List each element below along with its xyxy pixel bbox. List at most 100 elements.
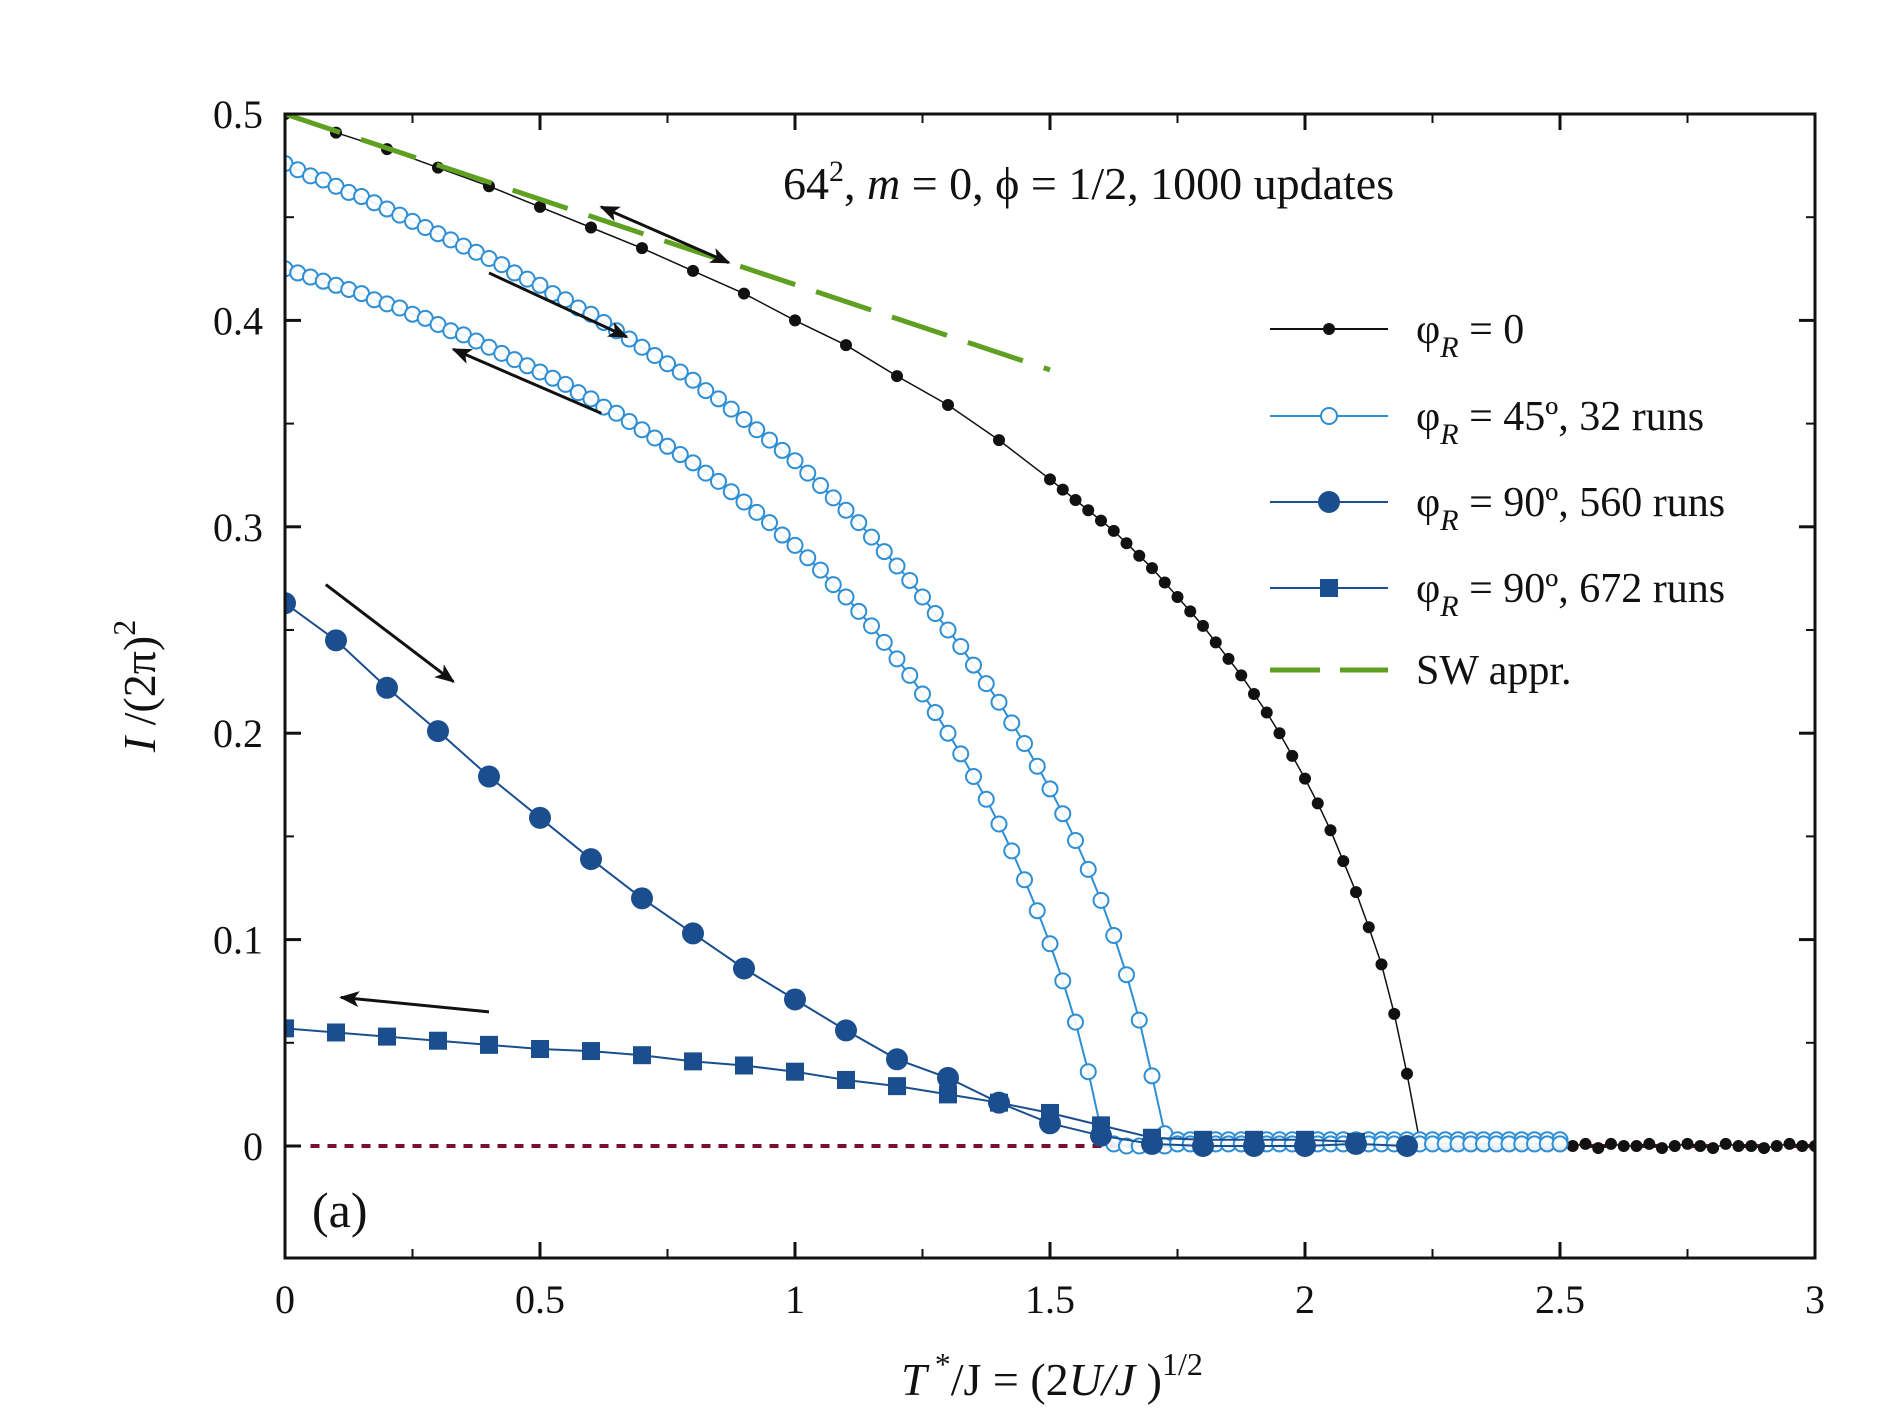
data-point — [863, 617, 880, 635]
data-point — [646, 429, 664, 447]
data-point — [993, 434, 1005, 447]
data-point — [1003, 842, 1021, 860]
series-2 — [285, 260, 1569, 1155]
data-point — [914, 588, 931, 606]
data-point — [824, 489, 842, 507]
data-point — [684, 454, 702, 472]
data-point — [1146, 562, 1158, 575]
data-point — [926, 704, 944, 722]
legend: φR = 0 φR = 45º, 32 runs φR = 90º, 560 r… — [1270, 307, 1725, 694]
data-point — [837, 501, 855, 519]
data-point — [582, 390, 600, 408]
data-point — [1388, 1007, 1401, 1020]
data-point — [977, 675, 995, 693]
series-0 — [285, 114, 1815, 1155]
data-point — [710, 472, 727, 490]
data-point — [1248, 687, 1260, 700]
series-line — [285, 602, 1408, 1147]
data-point — [478, 765, 500, 788]
data-point — [671, 363, 689, 381]
data-point — [1143, 1067, 1161, 1085]
x-tick-label: 0 — [275, 1277, 295, 1322]
svg-text:φR = 45º, 32 runs: φR = 45º, 32 runs — [1416, 394, 1704, 451]
data-point — [531, 276, 549, 294]
data-point — [1041, 935, 1059, 953]
hysteresis-arrow — [488, 271, 629, 339]
legend-entry-sw: SW appr. — [1270, 648, 1572, 694]
data-point — [1105, 926, 1123, 944]
data-point — [1158, 576, 1171, 589]
data-point — [1028, 902, 1046, 920]
data-point — [990, 815, 1008, 833]
data-point — [850, 602, 868, 620]
data-point — [1016, 871, 1033, 889]
data-point — [799, 464, 817, 482]
data-point — [659, 355, 676, 373]
data-point — [812, 561, 829, 579]
data-point — [812, 477, 829, 495]
data-point — [977, 790, 995, 808]
data-point — [1324, 824, 1337, 837]
series-5 — [285, 114, 1051, 373]
data-point — [1551, 1135, 1569, 1153]
data-point — [1681, 1137, 1694, 1150]
data-point — [1082, 504, 1095, 517]
data-point — [1041, 1103, 1059, 1122]
data-point — [888, 557, 906, 575]
data-point — [850, 514, 868, 532]
data-point — [1350, 886, 1362, 899]
data-point — [1044, 473, 1056, 486]
y-tick-label: 0.3 — [213, 505, 263, 550]
legend-entry-phi45: φR = 45º, 32 runs — [1270, 394, 1704, 451]
data-point — [1286, 749, 1299, 762]
data-point — [939, 621, 957, 639]
svg-text:φR = 90º, 672 runs: φR = 90º, 672 runs — [1416, 566, 1725, 623]
data-point — [837, 588, 855, 606]
data-point — [1079, 860, 1097, 878]
data-point — [429, 1031, 447, 1050]
data-point — [773, 526, 791, 544]
y-tick-label: 0 — [243, 1124, 263, 1169]
y-tick-label: 0.1 — [213, 918, 263, 963]
data-point — [888, 1077, 906, 1096]
data-point — [1732, 1140, 1745, 1152]
data-point — [529, 806, 551, 829]
data-point — [1656, 1142, 1668, 1155]
data-point — [1770, 1140, 1783, 1152]
series-line — [285, 1027, 1357, 1143]
data-point — [631, 887, 653, 910]
data-point — [1337, 855, 1350, 868]
data-point — [937, 1066, 959, 1089]
data-point — [1311, 797, 1324, 810]
data-point — [1296, 1130, 1314, 1149]
y-tick-label: 0.2 — [213, 711, 263, 756]
data-point — [990, 1093, 1008, 1112]
panel-label: (a) — [312, 1182, 368, 1238]
data-point — [939, 1085, 957, 1104]
data-point — [620, 413, 638, 431]
data-point — [722, 483, 740, 501]
data-point — [687, 264, 699, 277]
hysteresis-arrow — [324, 583, 455, 683]
chart-annotation: 642, m = 0, ϕ = 1/2, 1000 updates — [783, 155, 1394, 209]
data-point — [1130, 1011, 1148, 1029]
data-point — [1067, 832, 1084, 850]
data-point — [1092, 1116, 1110, 1135]
data-point — [1197, 619, 1209, 632]
data-point — [633, 1046, 651, 1065]
data-point — [585, 221, 597, 234]
data-point — [735, 1056, 753, 1075]
data-point — [837, 1070, 855, 1089]
data-point — [285, 1019, 294, 1038]
x-tick-label: 1 — [785, 1277, 805, 1322]
data-point — [914, 685, 931, 703]
data-point — [1579, 1137, 1592, 1150]
data-point — [325, 629, 347, 652]
x-tick-label: 2 — [1295, 1277, 1315, 1322]
data-point — [1054, 972, 1072, 990]
data-point — [1120, 537, 1133, 550]
data-series — [285, 114, 1815, 1157]
data-point — [1617, 1140, 1630, 1152]
series-4 — [285, 1019, 1365, 1151]
